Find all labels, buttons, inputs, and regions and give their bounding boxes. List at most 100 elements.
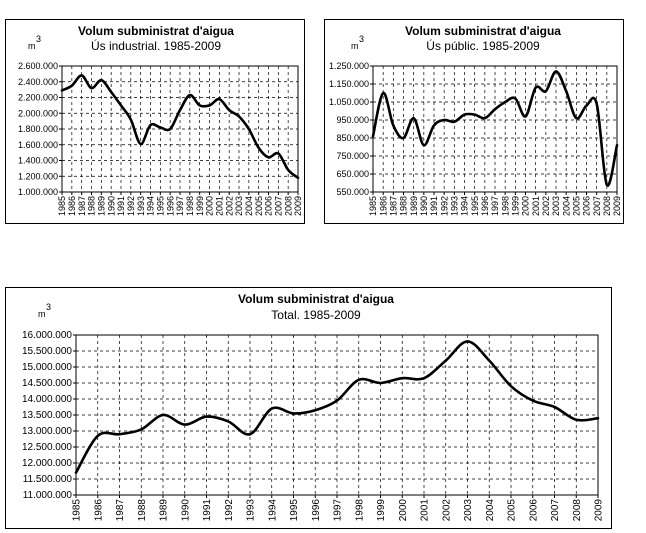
y-tick-label: 13.000.000 [22, 426, 72, 437]
x-tick-label: 1992 [439, 196, 449, 216]
x-tick-label: 1998 [500, 196, 510, 216]
x-tick-label: 2002 [441, 499, 452, 522]
unit-exponent: 3 [46, 302, 51, 312]
y-tick-label: 650.000 [336, 169, 369, 179]
x-tick-label: 2006 [264, 196, 274, 216]
unit-label: m [351, 41, 359, 51]
unit-exponent: 3 [36, 34, 41, 44]
x-tick-label: 1985 [368, 196, 378, 216]
series-line [60, 74, 300, 180]
y-tick-label: 2.000.000 [18, 108, 58, 118]
y-tick-label: 950.000 [336, 115, 369, 125]
x-tick-label: 2003 [234, 196, 244, 216]
x-tick-label: 1987 [388, 196, 398, 216]
x-tick-label: 1995 [289, 499, 300, 522]
chart-subtitle: Ús industrial. 1985-2009 [91, 38, 221, 53]
x-tick-label: 1994 [460, 196, 470, 216]
x-tick-label: 1999 [195, 196, 205, 216]
x-tick-label: 1994 [146, 196, 156, 216]
chart-title: Volum subministrat d'aigua [405, 24, 561, 38]
chart-total-panel: Volum subministrat d'aigua Total. 1985-20… [5, 287, 612, 529]
x-tick-label: 1993 [449, 196, 459, 216]
y-tick-label: 11.000.000 [23, 490, 73, 501]
y-tick-label: 2.200.000 [18, 93, 58, 103]
x-tick-label: 2002 [541, 196, 551, 216]
x-tick-label: 2001 [214, 196, 224, 216]
y-tick-label: 1.250.000 [329, 61, 369, 71]
x-tick-label: 1988 [137, 499, 148, 522]
y-tick-label: 13.500.000 [22, 410, 72, 421]
x-tick-label: 2006 [582, 196, 592, 216]
unit-label: m [38, 309, 46, 319]
x-tick-label: 2007 [550, 499, 561, 522]
x-tick-label: 1996 [480, 196, 490, 216]
y-tick-label: 1.400.000 [18, 156, 58, 166]
chart-total: Volum subministrat d'aigua Total. 1985-20… [22, 292, 605, 522]
x-tick-label: 2000 [521, 196, 531, 216]
x-tick-label: 1997 [490, 196, 500, 216]
x-tick-label: 1998 [185, 196, 195, 216]
y-tick-label: 1.800.000 [18, 124, 58, 134]
y-tick-label: 15.500.000 [22, 346, 72, 357]
x-tick-label: 2008 [283, 196, 293, 216]
chart-public-panel: Volum subministrat d'aigua Ús públic. 198… [324, 19, 624, 224]
x-tick-label: 2006 [528, 499, 539, 522]
x-tick-label: 1990 [106, 196, 116, 216]
x-tick-label: 2001 [420, 499, 431, 522]
x-tick-label: 1987 [115, 499, 126, 522]
x-tick-label: 2004 [244, 196, 254, 216]
chart-subtitle: Ús públic. 1985-2009 [426, 38, 540, 53]
x-tick-label: 1989 [409, 196, 419, 216]
x-tick-label: 2001 [531, 196, 541, 216]
x-tick-label: 1988 [399, 196, 409, 216]
y-tick-label: 1.000.000 [18, 187, 58, 197]
x-tick-label: 2007 [273, 196, 283, 216]
x-tick-label: 1995 [155, 196, 165, 216]
chart-title: Volum subministrat d'aigua [78, 24, 234, 38]
x-tick-label: 1992 [224, 499, 235, 522]
x-tick-label: 1989 [159, 499, 170, 522]
x-tick-label: 1994 [267, 499, 278, 522]
unit-exponent: 3 [359, 34, 364, 44]
x-tick-label: 1986 [67, 196, 77, 216]
plot-area-frame [372, 65, 618, 193]
x-tick-label: 1990 [180, 499, 191, 522]
x-tick-label: 2004 [561, 196, 571, 216]
x-tick-label: 1991 [116, 196, 126, 216]
chart-title: Volum subministrat d'aigua [238, 292, 394, 306]
x-tick-label: 2003 [463, 499, 474, 522]
x-tick-label: 1992 [126, 196, 136, 216]
y-tick-label: 750.000 [336, 151, 369, 161]
x-tick-label: 1996 [311, 499, 322, 522]
y-tick-label: 1.050.000 [329, 97, 369, 107]
y-tick-label: 1.150.000 [329, 79, 369, 89]
y-tick-label: 850.000 [336, 133, 369, 143]
x-tick-label: 2002 [224, 196, 234, 216]
x-tick-label: 1998 [354, 499, 365, 522]
y-tick-label: 2.400.000 [18, 77, 58, 87]
y-tick-label: 11.500.000 [23, 474, 73, 485]
chart-subtitle: Total. 1985-2009 [271, 308, 361, 322]
unit-label: m [28, 41, 36, 51]
plot-area-frame [61, 65, 299, 193]
series-line [371, 70, 619, 187]
x-tick-label: 1997 [333, 499, 344, 522]
y-tick-label: 12.000.000 [22, 458, 72, 469]
x-tick-label: 1999 [510, 196, 520, 216]
y-tick-label: 1.600.000 [18, 140, 58, 150]
x-tick-label: 1991 [429, 196, 439, 216]
x-tick-label: 2004 [485, 499, 496, 522]
x-tick-label: 2005 [507, 499, 518, 522]
x-tick-label: 2000 [205, 196, 215, 216]
y-tick-label: 1.200.000 [18, 171, 58, 181]
x-tick-label: 2008 [602, 196, 612, 216]
x-tick-label: 1985 [72, 499, 83, 522]
x-tick-label: 2005 [254, 196, 264, 216]
x-tick-label: 1987 [77, 196, 87, 216]
x-tick-label: 1989 [96, 196, 106, 216]
x-tick-label: 1988 [87, 196, 97, 216]
x-tick-label: 1986 [378, 196, 388, 216]
chart-industrial-panel: Volum subministrat d'aigua Ús industrial.… [5, 19, 305, 224]
